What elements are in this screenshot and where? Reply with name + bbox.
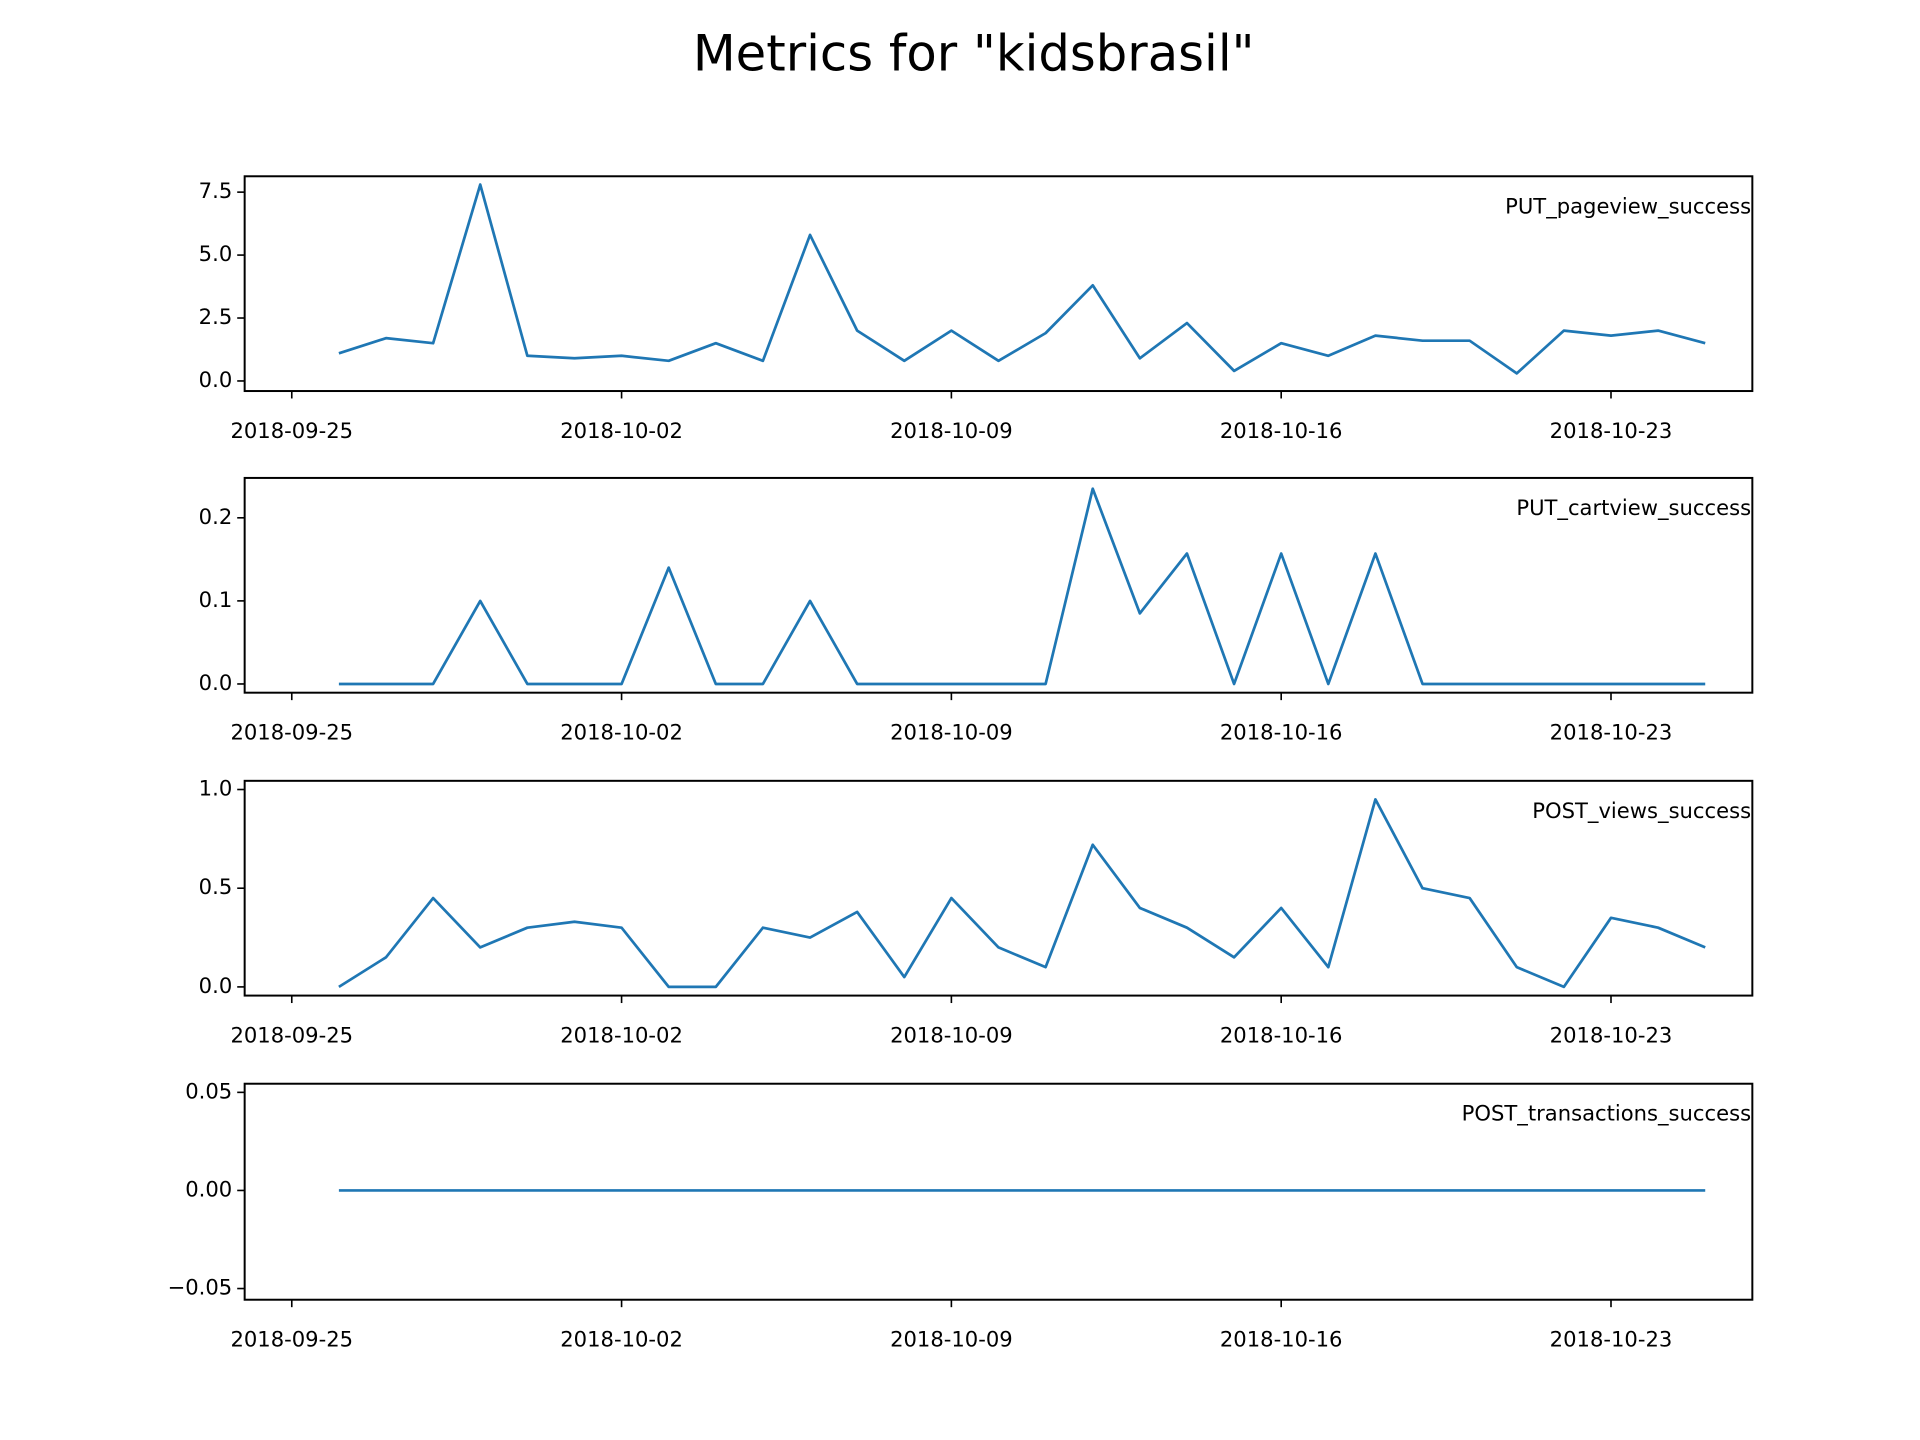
y-tick-label: 1.0 xyxy=(199,776,233,801)
x-tick-label: 2018-10-16 xyxy=(1220,1023,1343,1048)
x-tick-label: 2018-10-02 xyxy=(560,1023,683,1048)
axes-frame xyxy=(243,175,1754,393)
x-tick-label: 2018-10-16 xyxy=(1220,1327,1343,1352)
x-tick-label: 2018-10-09 xyxy=(890,1023,1013,1048)
x-tick-label: 2018-10-09 xyxy=(890,720,1013,745)
y-tick-label: 0.5 xyxy=(199,874,233,899)
axes-frame xyxy=(243,779,1754,997)
x-tick-label: 2018-10-23 xyxy=(1550,1327,1673,1352)
x-tick-label: 2018-09-25 xyxy=(230,720,353,745)
data-line xyxy=(338,798,1706,989)
x-tick-label: 2018-10-09 xyxy=(890,1327,1013,1352)
y-tick-label: 0.0 xyxy=(199,670,233,695)
data-line xyxy=(338,487,1706,686)
x-tick-label: 2018-09-25 xyxy=(230,1023,353,1048)
y-tick-label: 0.1 xyxy=(199,587,233,612)
y-tick-label: 0.0 xyxy=(199,367,233,392)
x-tick-label: 2018-10-02 xyxy=(560,1327,683,1352)
x-tick-label: 2018-09-25 xyxy=(230,1327,353,1352)
x-tick-label: 2018-10-23 xyxy=(1550,720,1673,745)
x-tick-label: 2018-09-25 xyxy=(230,418,353,443)
y-tick-label: 2.5 xyxy=(199,304,233,329)
x-tick-label: 2018-10-02 xyxy=(560,720,683,745)
x-tick-label: 2018-10-23 xyxy=(1550,418,1673,443)
x-tick-label: 2018-10-09 xyxy=(890,418,1013,443)
y-tick-label: 7.5 xyxy=(199,178,233,203)
x-tick-label: 2018-10-23 xyxy=(1550,1023,1673,1048)
y-tick-label: 5.0 xyxy=(199,241,233,266)
axes-frame xyxy=(243,1082,1754,1301)
y-tick-label: −0.05 xyxy=(168,1275,233,1300)
x-tick-label: 2018-10-02 xyxy=(560,418,683,443)
y-tick-label: 0.00 xyxy=(185,1176,232,1201)
figure-title: Metrics for "kidsbrasil" xyxy=(693,25,1255,83)
series-label: POST_views_success xyxy=(1532,798,1751,824)
x-tick-label: 2018-10-16 xyxy=(1220,418,1343,443)
series-label: PUT_cartview_success xyxy=(1516,495,1751,521)
series-label: PUT_pageview_success xyxy=(1505,193,1751,219)
y-tick-label: 0.0 xyxy=(199,973,233,998)
y-tick-label: 0.2 xyxy=(199,504,233,529)
axes-frame xyxy=(243,476,1754,694)
x-tick-label: 2018-10-16 xyxy=(1220,720,1343,745)
y-tick-label: 0.05 xyxy=(185,1078,232,1103)
series-label: POST_transactions_success xyxy=(1462,1101,1751,1127)
data-line xyxy=(338,183,1706,375)
